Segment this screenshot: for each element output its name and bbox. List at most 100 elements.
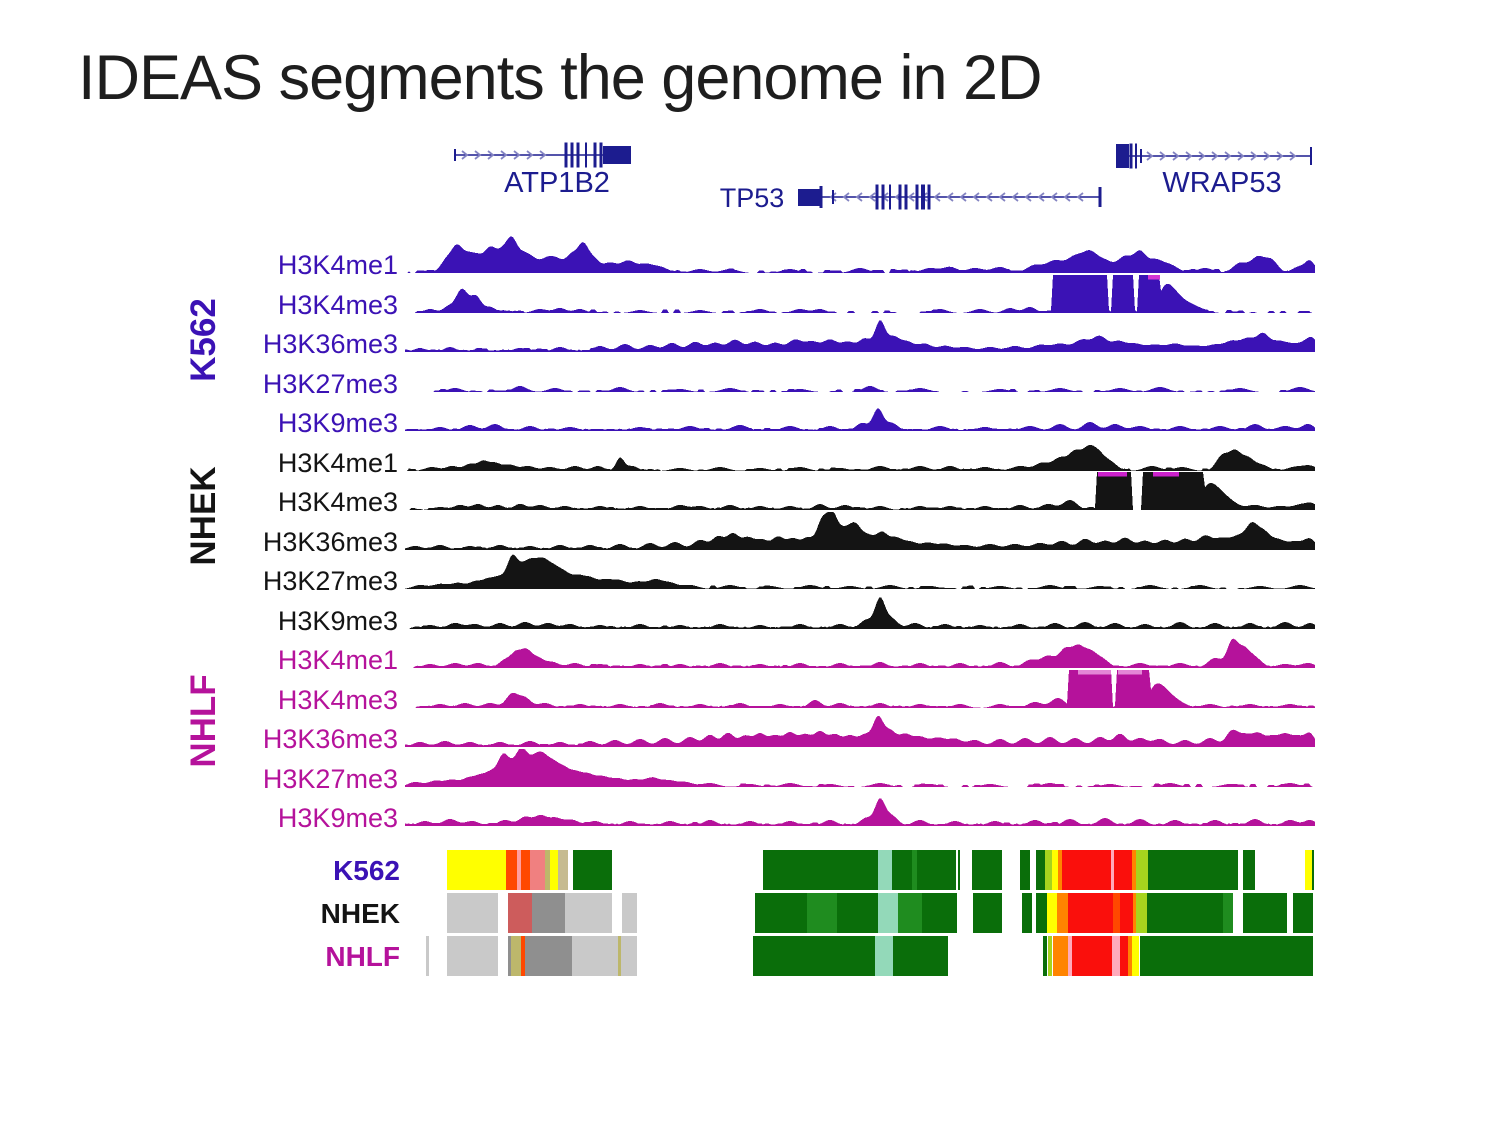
- segmentation-state-block: [1058, 850, 1062, 890]
- segmentation-state-block: [1147, 893, 1223, 933]
- gene-direction-arrow-icon: [1076, 192, 1084, 202]
- segmentation-state-block: [1128, 936, 1132, 976]
- segmentation-state-block: [545, 850, 550, 890]
- signal-track-nhlf-h3k4me1: [405, 638, 1315, 668]
- segmentation-state-block: [550, 850, 558, 890]
- gene-direction-arrow-icon: [985, 192, 993, 202]
- segmentation-state-block: [1068, 936, 1072, 976]
- clipped-peak-marker: [1078, 669, 1111, 674]
- track-label-nhek-h3k9me3: H3K9me3: [277, 605, 398, 636]
- segmentation-state-block: [958, 850, 960, 890]
- segmentation-state-block: [1112, 936, 1120, 976]
- segmentation-row-nhek: [405, 893, 1315, 933]
- gene-direction-arrow-icon: [933, 192, 941, 202]
- segmentation-state-block: [1043, 936, 1047, 976]
- signal-track-nhlf-h3k36me3: [405, 715, 1315, 747]
- signal-track-nhek-h3k27me3: [405, 554, 1315, 589]
- gene-direction-arrow-icon: [842, 192, 850, 202]
- segmentation-state-block: [878, 893, 898, 933]
- segmentation-state-block: [573, 850, 612, 890]
- gene-direction-arrow-icon: [539, 150, 547, 160]
- gene-exon-block: [798, 189, 820, 206]
- segmentation-state-block: [618, 936, 621, 976]
- track-label-k562-h3k27me3: H3K27me3: [262, 368, 398, 399]
- segmentation-state-block: [508, 893, 532, 933]
- gene-direction-arrow-icon: [1198, 151, 1206, 161]
- segmentation-state-block: [837, 893, 878, 933]
- segmentation-state-block: [892, 850, 912, 890]
- segmentation-state-block: [893, 936, 948, 976]
- gene-direction-arrow-icon: [1159, 151, 1167, 161]
- segmentation-state-block: [878, 850, 892, 890]
- segmentation-state-block: [447, 850, 506, 890]
- segmentation-state-block: [1052, 850, 1058, 890]
- segmentation-state-block: [565, 893, 612, 933]
- segmentation-state-block: [922, 893, 957, 933]
- segmentation-state-block: [621, 936, 637, 976]
- gene-direction-arrow-icon: [461, 150, 469, 160]
- track-label-k562-h3k9me3: H3K9me3: [277, 408, 398, 438]
- segmentation-state-block: [875, 936, 893, 976]
- signal-track-k562-h3k27me3: [405, 385, 1315, 392]
- segmentation-state-block: [1048, 936, 1052, 976]
- segmentation-state-block: [506, 850, 517, 890]
- segmentation-row-label-k562: K562: [333, 855, 400, 886]
- gene-direction-arrow-icon: [1250, 151, 1258, 161]
- segmentation-state-block: [1148, 850, 1238, 890]
- gene-direction-arrow-icon: [972, 192, 980, 202]
- segmentation-state-block: [1132, 936, 1139, 976]
- signal-track-k562-h3k4me3: [405, 274, 1315, 313]
- gene-label-tp53: TP53: [720, 183, 785, 213]
- segmentation-state-block: [1136, 850, 1148, 890]
- gene-annotation-diagram: ATP1B2 TP53 WRAP53: [454, 142, 1312, 213]
- segmentation-state-block: [972, 850, 1002, 890]
- track-label-k562-h3k4me1: H3K4me1: [277, 250, 398, 280]
- track-label-nhek-h3k27me3: H3K27me3: [262, 566, 398, 596]
- segmentation-state-block: [447, 936, 498, 976]
- segmentation-state-block: [917, 850, 956, 890]
- gene-direction-arrow-icon: [1172, 151, 1180, 161]
- segmentation-state-block: [1036, 893, 1047, 933]
- cell-group-label-k562: K562: [184, 298, 223, 382]
- gene-direction-arrow-icon: [959, 192, 967, 202]
- segmentation-state-block: [912, 850, 917, 890]
- segmentation-row-label-nhlf: NHLF: [325, 941, 400, 972]
- gene-direction-arrow-icon: [907, 192, 915, 202]
- segmentation-state-block: [1114, 850, 1132, 890]
- segmentation-state-block: [1057, 893, 1068, 933]
- signal-track-k562-h3k4me1: [405, 236, 1315, 273]
- gene-tp53: TP53: [720, 183, 1102, 213]
- signal-track-k562-h3k36me3: [405, 320, 1315, 352]
- gene-direction-arrow-icon: [868, 192, 876, 202]
- clipped-peak-marker: [1118, 669, 1142, 674]
- gene-direction-arrow-icon: [998, 192, 1006, 202]
- segmentation-state-block: [1132, 850, 1136, 890]
- gene-direction-arrow-icon: [1185, 151, 1193, 161]
- segmentation-state-block: [1053, 936, 1068, 976]
- signal-track-nhek-h3k36me3: [405, 511, 1315, 550]
- segmentation-state-block: [1036, 850, 1045, 890]
- segmentation-state-block: [1243, 850, 1255, 890]
- gene-direction-arrow-icon: [1063, 192, 1071, 202]
- segmentation-state-block: [447, 893, 498, 933]
- segmentation-state-block: [1020, 850, 1030, 890]
- gene-atp1b2: ATP1B2: [454, 142, 631, 199]
- signal-track-k562-h3k9me3: [405, 408, 1315, 431]
- segmentation-state-block: [1293, 893, 1313, 933]
- gene-direction-arrow-icon: [1289, 151, 1297, 161]
- segmentation-state-block: [753, 936, 875, 976]
- segmentation-state-block: [1223, 893, 1233, 933]
- gene-direction-arrow-icon: [526, 150, 534, 160]
- gene-direction-arrow-icon: [1024, 192, 1032, 202]
- gene-direction-arrow-icon: [946, 192, 954, 202]
- track-label-nhlf-h3k27me3: H3K27me3: [262, 763, 398, 794]
- gene-direction-arrow-icon: [487, 150, 495, 160]
- segmentation-state-block: [525, 936, 572, 976]
- gene-direction-arrow-icon: [1211, 151, 1219, 161]
- clipped-peak-marker: [1153, 472, 1179, 477]
- gene-exon-block: [1116, 144, 1129, 168]
- signal-track-nhlf-h3k27me3: [405, 748, 1315, 787]
- segmentation-state-block: [511, 936, 521, 976]
- segmentation-state-block: [1045, 850, 1052, 890]
- segmentation-state-block: [572, 936, 618, 976]
